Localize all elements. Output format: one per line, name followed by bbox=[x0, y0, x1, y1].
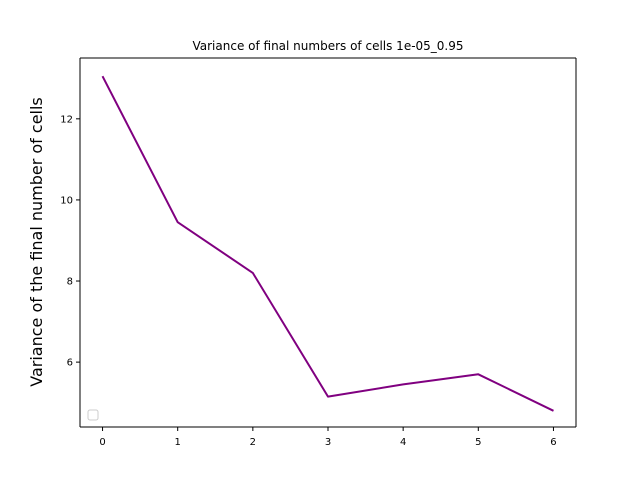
legend-box bbox=[87, 409, 99, 421]
y-tick-label-0: 6 bbox=[67, 358, 73, 369]
x-tick-label-3: 3 bbox=[325, 437, 331, 448]
x-axis-ticks: 0 1 2 3 4 5 6 bbox=[99, 427, 557, 448]
series-line bbox=[101, 75, 554, 412]
y-tick-label-1: 8 bbox=[67, 277, 73, 288]
x-tick-label-1: 1 bbox=[175, 437, 181, 448]
y-tick-label-2: 10 bbox=[60, 195, 73, 206]
series-group bbox=[101, 75, 554, 412]
x-tick-label-2: 2 bbox=[250, 437, 256, 448]
plot-frame bbox=[79, 57, 577, 428]
x-tick-label-5: 5 bbox=[475, 437, 481, 448]
y-axis-ticks: 6 8 10 12 bbox=[60, 114, 80, 369]
y-axis-label: Variance of the final number of cells bbox=[27, 97, 46, 387]
plot-area bbox=[80, 58, 576, 427]
x-tick-label-4: 4 bbox=[400, 437, 406, 448]
y-tick-label-3: 12 bbox=[60, 114, 73, 125]
x-tick-label-0: 0 bbox=[99, 437, 105, 448]
chart-title: Variance of final numbers of cells 1e-05… bbox=[192, 39, 463, 53]
x-tick-label-6: 6 bbox=[550, 437, 556, 448]
